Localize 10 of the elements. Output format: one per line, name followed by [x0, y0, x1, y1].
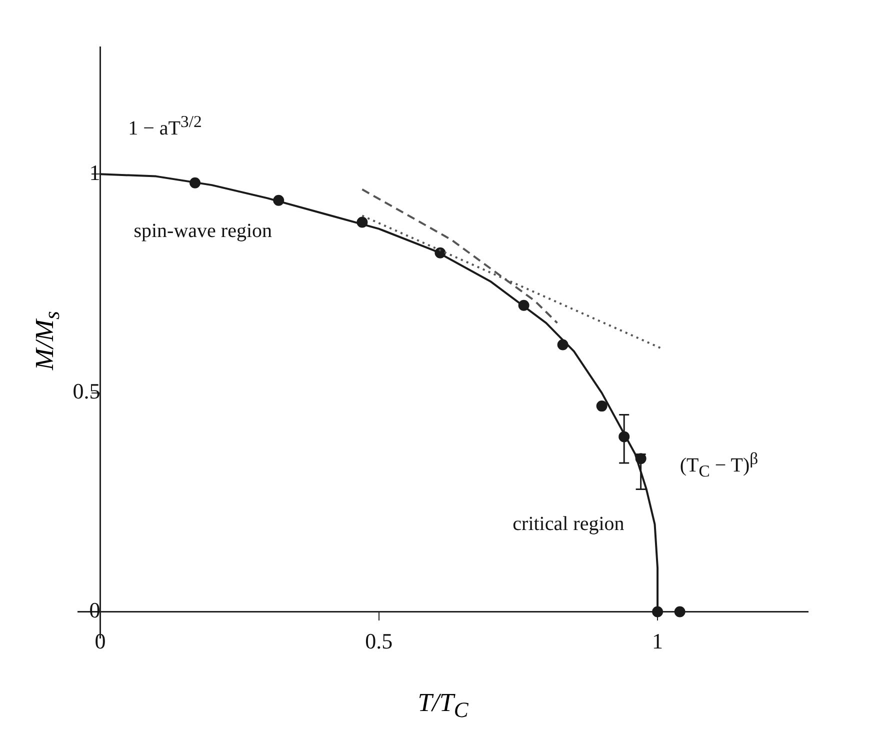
x-axis-title: T/T$_{C}$ [416, 688, 470, 724]
annotation: spin-wave region [134, 219, 272, 244]
annotation: (T$_{C}$ − T)$^{β}$ [680, 448, 758, 482]
point [674, 606, 686, 618]
annotation: critical region [512, 512, 624, 538]
annotation: 1 − aT$^{3/2}$ [128, 110, 202, 142]
point [596, 400, 608, 412]
x-tick-label: 0.5 [365, 628, 393, 654]
x-tick-label: 1 [652, 628, 664, 654]
y-tick-label: 0.5 [72, 378, 100, 404]
